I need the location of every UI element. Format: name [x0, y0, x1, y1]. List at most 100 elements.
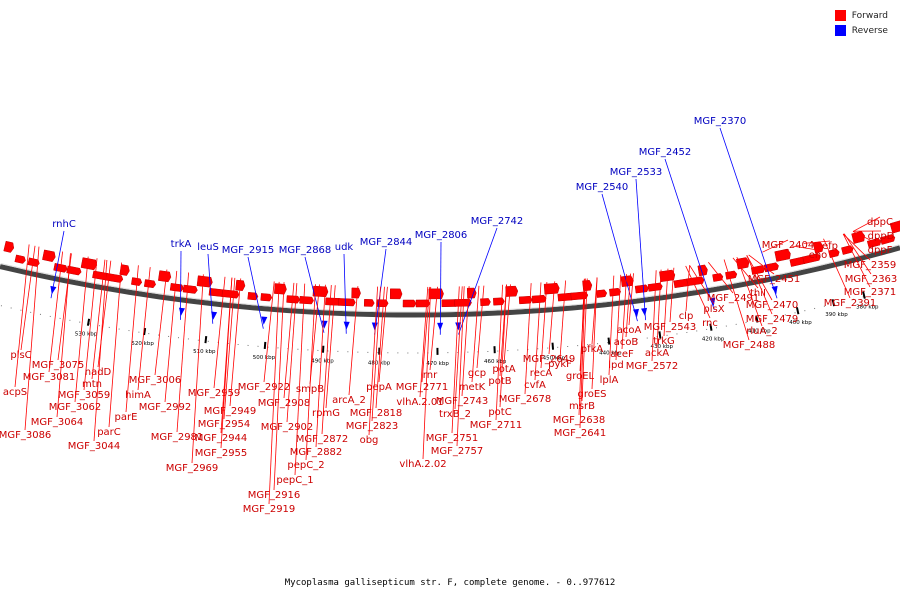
forward-gene-block — [66, 265, 82, 276]
forward-gene-block — [505, 285, 519, 297]
forward-gene-block — [493, 297, 505, 306]
forward-leader-line — [56, 253, 71, 418]
forward-gene-block — [27, 257, 40, 267]
reverse-leader-line — [635, 178, 646, 321]
forward-leader-line — [628, 273, 634, 326]
legend: Forward Reverse — [834, 8, 888, 38]
forward-gene-label-rnc: rnc — [702, 318, 718, 329]
forward-leader-line — [524, 283, 532, 395]
forward-gene-label-cvfa: cvfA — [524, 380, 546, 391]
forward-gene-label-plsx: plsX — [703, 304, 724, 315]
forward-leader-line — [315, 284, 326, 448]
scale-tick-mark — [607, 337, 611, 345]
forward-leader-line — [503, 284, 511, 365]
forward-gene-label-acoa: acoA — [617, 325, 642, 336]
forward-gene-label-mgf-3062: MGF_3062 — [49, 402, 102, 413]
forward-gene-label-dppc: dppC — [867, 217, 893, 228]
forward-gene-block — [3, 240, 15, 253]
forward-leader-line — [803, 240, 831, 244]
forward-leader-line — [93, 259, 108, 442]
reverse-leader-line — [50, 230, 65, 299]
forward-leader-line — [368, 286, 378, 436]
forward-gene-label-pare: parE — [115, 412, 138, 423]
forward-gene-label-mgf-3059: MGF_3059 — [58, 390, 111, 401]
scale-tick-mark — [143, 327, 147, 336]
forward-gene-label-mgf-2359: MGF_2359 — [844, 260, 897, 271]
legend-reverse-label: Reverse — [851, 25, 888, 36]
forward-leader-line — [471, 285, 480, 383]
forward-leader-line — [669, 267, 675, 323]
forward-gene-label-efp: efp — [822, 241, 838, 252]
forward-gene-block — [143, 279, 156, 289]
forward-gene-label-rnr: rnr — [423, 370, 438, 381]
reverse-gene-label-mgf-2452: MGF_2452 — [639, 147, 692, 158]
legend-forward: Forward — [834, 8, 888, 23]
forward-gene-label-mgf-2363: MGF_2363 — [845, 274, 898, 285]
forward-gene-block — [712, 273, 724, 282]
forward-gene-label-eno: eno — [809, 250, 828, 261]
forward-gene-label-groes: groES — [577, 389, 606, 400]
forward-gene-block — [14, 254, 26, 264]
scale-tick-mark — [204, 336, 208, 344]
forward-gene-label-rpmg: rpmG — [312, 408, 340, 419]
forward-leader-line — [378, 286, 388, 383]
reverse-leader-line — [247, 256, 264, 329]
reverse-gene-block — [343, 321, 350, 330]
forward-gene-label-mgf-2954: MGF_2954 — [198, 419, 251, 430]
forward-gene-block — [763, 262, 779, 273]
forward-gene-label-acka: ackA — [645, 348, 669, 359]
forward-gene-block — [889, 220, 900, 234]
reverse-leader-line — [304, 256, 325, 333]
forward-gene-label-mgf-2949: MGF_2949 — [204, 406, 257, 417]
forward-gene-label-mgf-3006: MGF_3006 — [129, 375, 182, 386]
forward-gene-block — [736, 257, 750, 270]
forward-gene-label-mgf-2908: MGF_2908 — [258, 398, 311, 409]
forward-leader-line — [689, 265, 715, 305]
forward-leader-line — [461, 286, 470, 397]
forward-gene-block — [158, 270, 172, 283]
forward-gene-block — [774, 248, 791, 262]
forward-leader-line — [371, 286, 381, 422]
forward-leader-line — [852, 216, 881, 232]
forward-gene-label-pepc-2: pepC_2 — [287, 460, 324, 471]
forward-gene-label-mgf-2470: MGF_2470 — [746, 300, 799, 311]
forward-leader-line — [422, 286, 432, 460]
forward-leader-line — [191, 274, 204, 464]
reverse-leader-line — [343, 253, 347, 334]
forward-gene-block — [851, 231, 865, 244]
forward-gene-block — [274, 283, 287, 295]
forward-gene-block — [169, 283, 184, 292]
forward-leader-line — [48, 251, 63, 373]
forward-leader-line — [176, 272, 189, 433]
forward-leader-line — [625, 273, 631, 338]
forward-leader-line — [451, 286, 460, 434]
forward-gene-block — [686, 276, 705, 287]
forward-leader-line — [348, 286, 359, 396]
forward-gene-block — [42, 249, 56, 262]
scale-tick-mark — [795, 307, 800, 315]
forward-gene-label-dppd: dppD — [868, 231, 895, 242]
forward-gene-block — [402, 299, 417, 308]
forward-leader-line — [578, 278, 585, 416]
scale-tick-mark — [755, 315, 759, 323]
scale-tick-label: 460 kbp — [484, 359, 507, 365]
forward-gene-block — [363, 299, 375, 307]
forward-leader-line — [608, 275, 615, 376]
forward-gene-label-potc: potC — [488, 407, 511, 418]
forward-leader-line — [325, 285, 336, 409]
forward-gene-block — [570, 291, 589, 301]
scale-tick-mark — [658, 331, 662, 339]
forward-gene-label-mgf-2944: MGF_2944 — [195, 433, 248, 444]
reverse-leader-line — [207, 253, 214, 324]
forward-gene-block — [312, 285, 329, 298]
reverse-gene-label-udk: udk — [335, 242, 354, 253]
scale-tick-mark — [263, 341, 267, 349]
forward-leader-line — [579, 278, 586, 429]
forward-gene-label-mgf-2916: MGF_2916 — [248, 490, 301, 501]
forward-gene-label-acps: acpS — [3, 387, 27, 398]
forward-leader-line — [309, 284, 320, 385]
forward-gene-label-mgf-2491: MGF_2491 — [707, 293, 760, 304]
forward-gene-block — [260, 293, 273, 302]
forward-leader-line — [375, 286, 385, 409]
forward-gene-label-msrb: msrB — [569, 401, 595, 412]
